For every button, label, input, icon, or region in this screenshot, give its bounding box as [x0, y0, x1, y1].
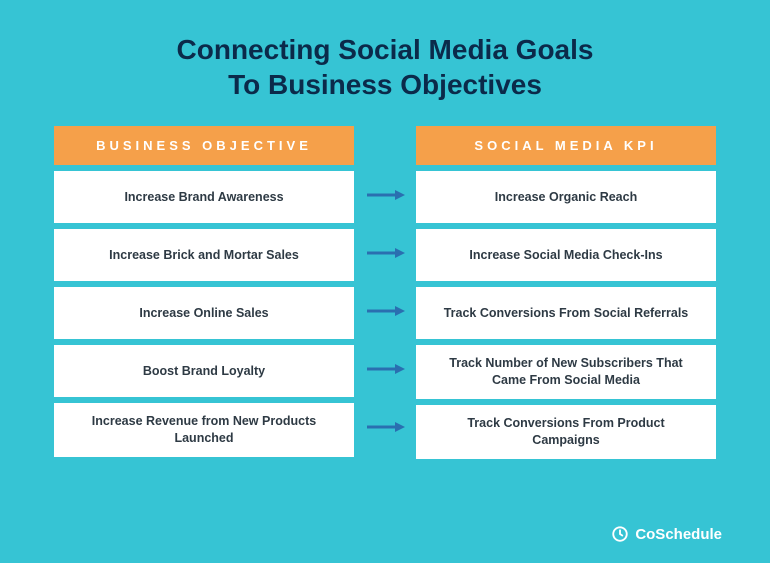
arrow-right-icon: [365, 188, 405, 202]
kpi-cell: Track Number of New Subscribers That Cam…: [416, 345, 716, 399]
objective-cell: Boost Brand Loyalty: [54, 345, 354, 397]
objective-cell: Increase Brand Awareness: [54, 171, 354, 223]
title-line-1: Connecting Social Media Goals: [177, 34, 594, 65]
arrow-slot: [365, 282, 405, 340]
arrow-slot: [365, 166, 405, 224]
kpi-cell: Increase Organic Reach: [416, 171, 716, 223]
kpi-cell: Increase Social Media Check-Ins: [416, 229, 716, 281]
arrow-right-icon: [365, 362, 405, 376]
page-title: Connecting Social Media Goals To Busines…: [0, 0, 770, 126]
kpis-column: SOCIAL MEDIA KPI Increase Organic Reach …: [416, 126, 716, 459]
footer-logo-text: CoSchedule: [635, 526, 722, 543]
footer-logo: CoSchedule: [611, 525, 722, 543]
mapping-grid: BUSINESS OBJECTIVE Increase Brand Awaren…: [0, 126, 770, 459]
coschedule-logo-icon: [611, 525, 629, 543]
kpi-cell: Track Conversions From Product Campaigns: [416, 405, 716, 459]
arrow-column: [354, 126, 416, 456]
objective-cell: Increase Revenue from New Products Launc…: [54, 403, 354, 457]
arrow-slot: [365, 224, 405, 282]
arrow-slot: [365, 340, 405, 398]
arrow-right-icon: [365, 420, 405, 434]
objectives-column: BUSINESS OBJECTIVE Increase Brand Awaren…: [54, 126, 354, 457]
objective-cell: Increase Online Sales: [54, 287, 354, 339]
kpi-cell: Track Conversions From Social Referrals: [416, 287, 716, 339]
objectives-header: BUSINESS OBJECTIVE: [54, 126, 354, 165]
arrow-slot: [365, 398, 405, 456]
objective-cell: Increase Brick and Mortar Sales: [54, 229, 354, 281]
arrow-right-icon: [365, 304, 405, 318]
title-line-2: To Business Objectives: [228, 69, 542, 100]
arrow-right-icon: [365, 246, 405, 260]
kpis-header: SOCIAL MEDIA KPI: [416, 126, 716, 165]
